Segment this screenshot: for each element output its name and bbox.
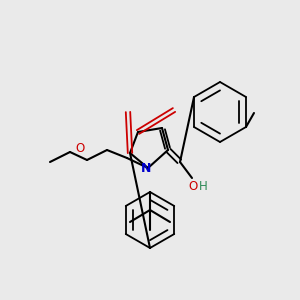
Text: O: O bbox=[75, 142, 85, 154]
Text: O: O bbox=[188, 179, 198, 193]
Text: H: H bbox=[199, 179, 207, 193]
Text: N: N bbox=[141, 163, 151, 176]
